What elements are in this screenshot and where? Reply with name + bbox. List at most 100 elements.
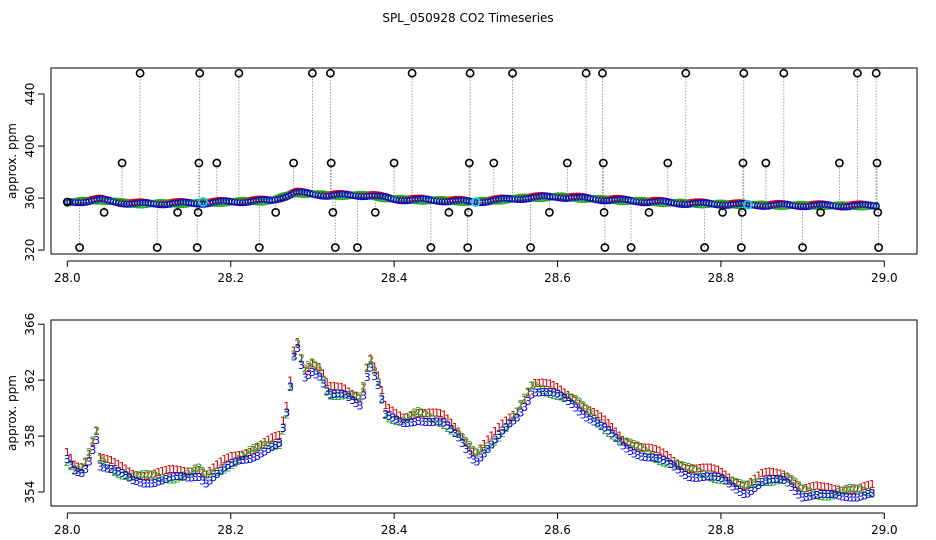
series-1-marker: 1 [466,441,473,454]
series-2-marker: 2 [558,391,565,404]
series-1-marker: 1 [616,430,623,443]
series-3-marker: 3 [517,406,524,419]
series-2-marker: 2 [583,403,590,416]
series-2-marker: 2 [130,471,137,484]
series-3-marker: 3 [203,477,210,490]
series-1-marker: 1 [613,425,620,438]
series-3-marker: 3 [389,411,396,424]
series-3-marker: 3 [561,392,568,405]
series-2-marker: 2 [455,428,462,441]
series-2-marker: 2 [664,458,671,471]
series-2-marker: 2 [170,473,177,486]
series-3-marker: 3 [799,491,806,504]
series-1-marker: 1 [97,451,104,464]
series-3-marker: 3 [850,492,857,505]
series-3-marker: 3 [426,416,433,429]
series-3-marker: 3 [689,472,696,485]
series-1-marker: 1 [320,368,327,381]
series-2-marker: 2 [199,465,206,478]
bottom-x-tick-label: 28.2 [217,523,244,537]
series-3-marker: 3 [708,470,715,483]
series-1-marker: 1 [64,446,71,459]
flagged-point [117,158,127,168]
series-3-marker: 3 [75,466,82,479]
series-2-marker: 2 [496,432,503,445]
series-1-marker: 1 [188,466,195,479]
series-1-marker: 1 [499,418,506,431]
series-3-marker: 3 [144,478,151,491]
series-3-marker: 3 [261,445,268,458]
series-2-marker: 2 [331,390,338,403]
series-2-marker: 2 [141,468,148,481]
series-3-marker: 3 [159,474,166,487]
series-2-marker: 2 [82,456,89,469]
series-1-marker: 1 [397,410,404,423]
series-1-marker: 1 [510,409,517,422]
series-2-marker: 2 [620,435,627,448]
series-3-marker: 3 [521,401,528,414]
series-3-marker: 3 [382,408,389,421]
series-2-marker: 2 [218,465,225,478]
series-2-marker: 2 [305,359,312,372]
series-3-marker: 3 [470,454,477,467]
series-1-marker: 1 [357,392,364,405]
series-3-marker: 3 [386,410,393,423]
series-1-marker: 1 [514,405,521,418]
series-3-marker: 3 [638,450,645,463]
series-2-marker: 2 [422,408,429,421]
series-2-marker: 2 [616,434,623,447]
series-1-marker: 1 [828,482,835,495]
series-3-marker: 3 [247,453,254,466]
series-3-marker: 3 [803,491,810,504]
series-1-marker: 1 [404,411,411,424]
series-3-marker: 3 [704,471,711,484]
series-2-marker: 2 [474,447,481,460]
series-2-marker: 2 [598,420,605,433]
series-3-marker: 3 [580,409,587,422]
flagged-point [545,207,554,217]
series-1-marker: 1 [393,407,400,420]
series-2-marker: 2 [108,463,115,476]
series-1-marker: 1 [620,434,627,447]
series-1-marker: 1 [814,480,821,493]
series-2-marker: 2 [119,469,126,482]
series-3-marker: 3 [554,388,561,401]
series-1-marker: 1 [463,436,470,449]
top-calibration-points [198,197,753,210]
top-baseline-points [63,187,880,211]
series-3-marker: 3 [788,481,795,494]
series-1-marker: 1 [865,479,872,492]
series-1-marker: 1 [265,434,272,447]
series-1-marker: 1 [444,412,451,425]
series-1-marker: 1 [869,478,876,491]
flagged-point [464,158,474,168]
series-3-marker: 3 [719,472,726,485]
series-2-marker: 2 [510,411,517,424]
series-1-marker: 1 [656,445,663,458]
series-1-marker: 1 [199,466,206,479]
series-1-marker: 1 [104,453,111,466]
series-1-marker: 1 [93,425,100,438]
series-3-marker: 3 [631,448,638,461]
series-3-marker: 3 [152,477,159,490]
series-2-marker: 2 [649,450,656,463]
series-3-marker: 3 [126,471,133,484]
series-3-marker: 3 [196,471,203,484]
top-panel: approx. ppm 28.0 28.2 28.4 28.6 28.8 29.0 320 3… [5,67,918,285]
series-1-marker: 1 [715,464,722,477]
series-2-marker: 2 [488,439,495,452]
series-2-marker: 2 [810,487,817,500]
series-1-marker: 1 [221,453,228,466]
series-2-marker: 2 [185,468,192,481]
flagged-point [489,158,499,168]
series-1-marker: 1 [448,417,455,430]
series-3-marker: 3 [232,456,239,469]
series-1-marker: 1 [667,452,674,465]
series-3-marker: 3 [437,416,444,429]
series-1-marker: 1 [730,475,737,488]
series-1-marker: 1 [536,377,543,390]
series-1-marker: 1 [338,381,345,394]
series-1-marker: 1 [733,477,740,490]
series-2-marker: 2 [865,486,872,499]
series-2-marker: 2 [459,431,466,444]
